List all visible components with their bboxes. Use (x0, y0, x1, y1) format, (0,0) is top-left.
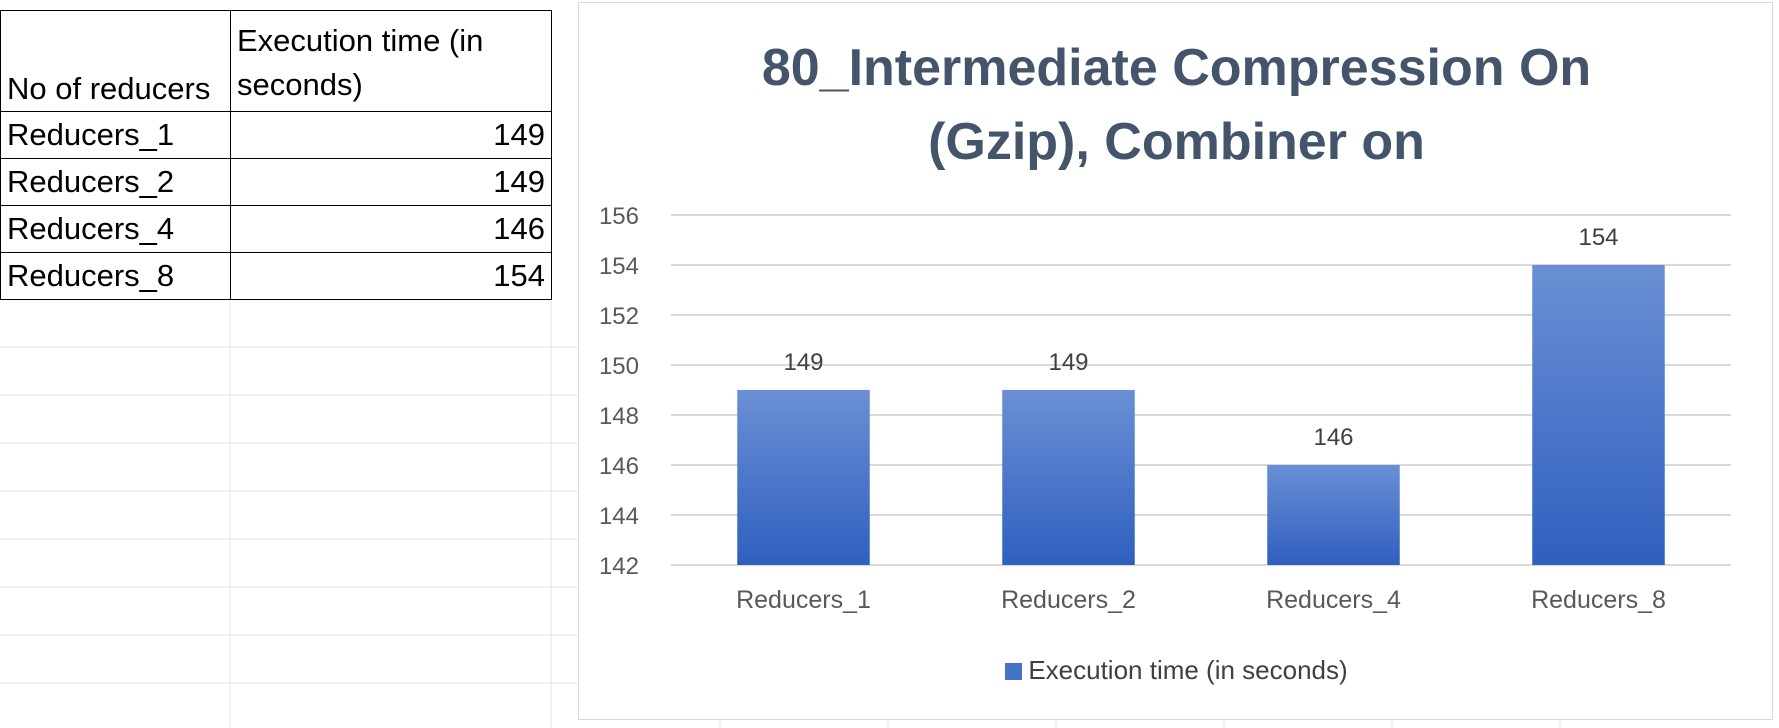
y-tick-label: 142 (599, 553, 639, 580)
table-cell-value[interactable]: 149 (230, 158, 552, 206)
table-cell-value[interactable]: 149 (230, 111, 552, 159)
table-cell-label[interactable]: Reducers_8 (0, 252, 231, 300)
x-tick-label: Reducers_8 (1531, 586, 1666, 614)
y-tick-label: 154 (599, 253, 639, 280)
y-tick-label: 148 (599, 403, 639, 430)
x-tick-label: Reducers_2 (1001, 586, 1136, 614)
table-cell-label[interactable]: Reducers_2 (0, 158, 231, 206)
table-header-cell[interactable]: No of reducers (0, 10, 231, 112)
table-header-cell[interactable]: Execution time (in seconds) (230, 10, 552, 112)
x-tick-label: Reducers_1 (736, 586, 871, 614)
table-row: Reducers_4 146 (0, 205, 552, 253)
data-label: 154 (1578, 224, 1618, 251)
table-cell-label[interactable]: Reducers_1 (0, 111, 231, 159)
table-row: Reducers_2 149 (0, 158, 552, 206)
chart-title-line: (Gzip), Combiner on (928, 113, 1425, 171)
data-label: 149 (1048, 349, 1088, 376)
y-tick-label: 156 (599, 203, 639, 230)
y-tick-label: 150 (599, 353, 639, 380)
data-table: No of reducers Execution time (in second… (0, 10, 552, 300)
chart-legend: Execution time (in seconds) (579, 655, 1774, 686)
table-header-row: No of reducers Execution time (in second… (0, 10, 552, 112)
chart-container[interactable]: 80_Intermediate Compression On (Gzip), C… (578, 2, 1773, 720)
y-tick-label: 152 (599, 303, 639, 330)
data-label: 146 (1313, 424, 1353, 451)
bar[interactable] (737, 390, 870, 565)
table-row: Reducers_1 149 (0, 111, 552, 159)
bar-chart-plot: 142 144 146 148 150 152 154 156 149 Reducers_1 149… (599, 203, 1731, 614)
table-cell-label[interactable]: Reducers_4 (0, 205, 231, 253)
chart-title: 80_Intermediate Compression On (Gzip), C… (579, 31, 1774, 179)
table-cell-value[interactable]: 154 (230, 252, 552, 300)
chart-title-line: 80_Intermediate Compression On (761, 39, 1592, 97)
bar[interactable] (1002, 390, 1135, 565)
data-label: 149 (783, 349, 823, 376)
bar[interactable] (1267, 465, 1400, 565)
legend-label: Execution time (in seconds) (1028, 655, 1348, 685)
x-tick-label: Reducers_4 (1266, 586, 1401, 614)
table-row: Reducers_8 154 (0, 252, 552, 300)
table-cell-value[interactable]: 146 (230, 205, 552, 253)
legend-swatch (1005, 663, 1023, 680)
y-tick-label: 146 (599, 453, 639, 480)
y-tick-label: 144 (599, 503, 639, 530)
bar[interactable] (1532, 265, 1665, 565)
